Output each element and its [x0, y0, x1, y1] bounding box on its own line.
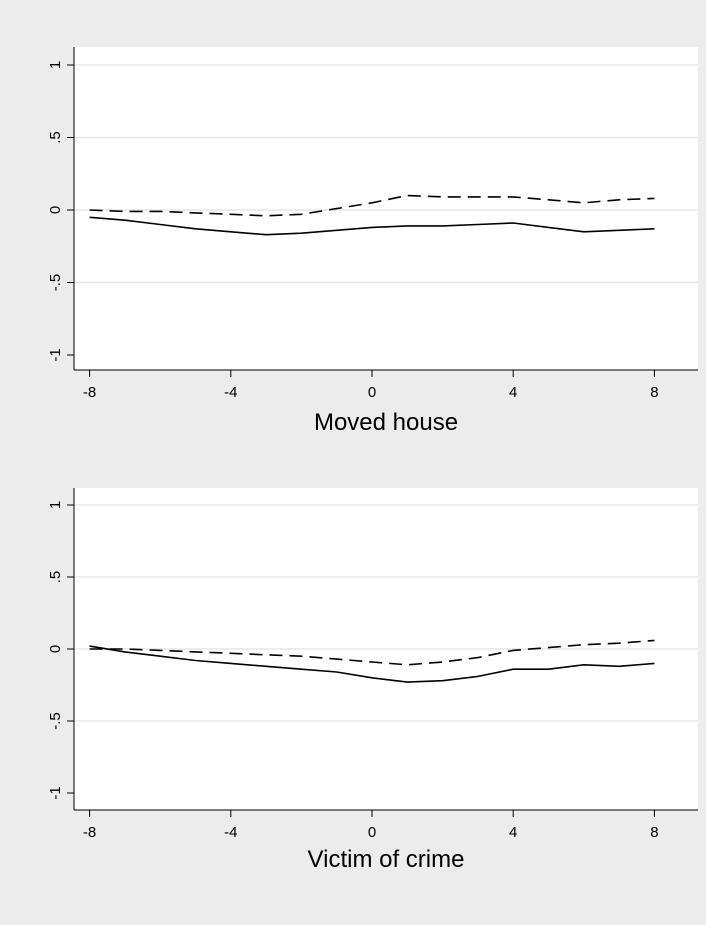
- y-tick-label-4: -1: [47, 348, 64, 361]
- x-tick-label-3: 4: [509, 384, 517, 401]
- series-line-dashed: [89, 194, 655, 217]
- x-axis-label: Victim of crime: [308, 846, 465, 873]
- x-tick-label-0: -8: [83, 384, 96, 401]
- series-line-solid: [89, 645, 655, 683]
- y-tick-label-1: .5: [47, 131, 64, 144]
- series-line-dashed: [89, 639, 655, 666]
- plot-area: [74, 47, 698, 370]
- series-line-solid: [89, 216, 655, 236]
- x-tick-label-2: 0: [368, 824, 376, 841]
- x-tick-label-1: -4: [224, 824, 237, 841]
- chart-panel-2: 1 .5 0 -.5 -1 -8 -4 0 4 8 Victim of crime: [47, 488, 698, 873]
- x-tick-label-3: 4: [509, 824, 517, 841]
- x-tick-label-2: 0: [368, 384, 376, 401]
- y-tick-label-2: 0: [47, 206, 64, 214]
- y-tick-label-1: .5: [47, 571, 64, 584]
- y-tick-label-2: 0: [47, 645, 64, 653]
- y-tick-label-0: 1: [47, 61, 64, 69]
- x-tick-label-4: 8: [650, 384, 658, 401]
- x-tick-label-1: -4: [224, 384, 237, 401]
- chart-panel-1: 1 .5 0 -.5 -1 -8 -4 0 4 8 Moved house: [47, 47, 698, 436]
- x-tick-label-0: -8: [83, 824, 96, 841]
- y-tick-label-3: -.5: [47, 712, 64, 730]
- x-tick-label-4: 8: [650, 824, 658, 841]
- y-tick-label-4: -1: [47, 786, 64, 799]
- x-axis-label: Moved house: [314, 409, 458, 436]
- y-tick-label-3: -.5: [47, 274, 64, 292]
- y-tick-label-0: 1: [47, 501, 64, 509]
